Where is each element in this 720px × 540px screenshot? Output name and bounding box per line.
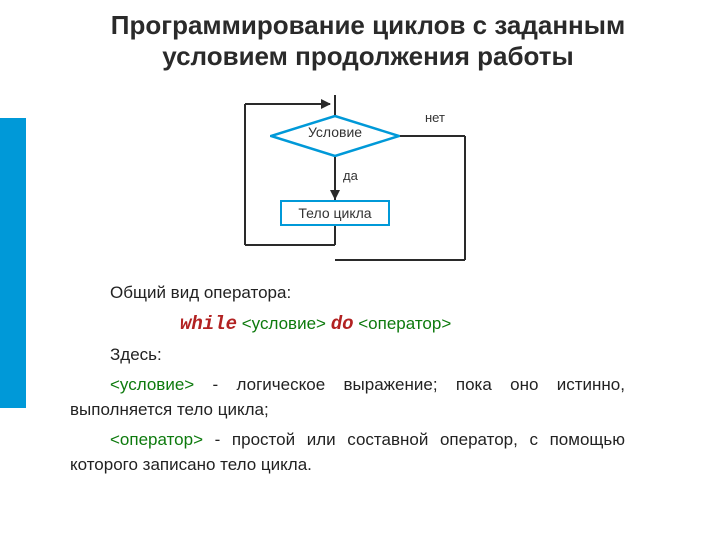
condition-label: Условие [270, 124, 400, 140]
intro-line: Общий вид оператора: [70, 280, 625, 306]
title-line-2: условием продолжения работы [162, 41, 573, 71]
desc-operator: <оператор> - простой или составной опера… [70, 427, 625, 478]
loop-body-box: Тело цикла [280, 200, 390, 226]
arg-operator: <оператор> [358, 314, 451, 333]
yes-label: да [343, 168, 358, 183]
flowchart: Условие Тело цикла да нет [200, 90, 520, 265]
title-line-1: Программирование циклов с заданным [111, 10, 625, 40]
syntax-line: while <условие> do <оператор> [70, 310, 625, 339]
accent-bar [0, 118, 26, 408]
page-title: Программирование циклов с заданным услов… [36, 10, 700, 72]
desc-condition-term: <условие> [110, 375, 194, 394]
keyword-do: do [331, 313, 354, 335]
here-line: Здесь: [70, 342, 625, 368]
loop-body-label: Тело цикла [298, 205, 371, 221]
desc-condition: <условие> - логическое выражение; пока о… [70, 372, 625, 423]
arg-condition: <условие> [242, 314, 326, 333]
no-label: нет [425, 110, 445, 125]
description-block: Общий вид оператора: while <условие> do … [70, 280, 625, 482]
keyword-while: while [180, 313, 237, 335]
desc-operator-term: <оператор> [110, 430, 203, 449]
